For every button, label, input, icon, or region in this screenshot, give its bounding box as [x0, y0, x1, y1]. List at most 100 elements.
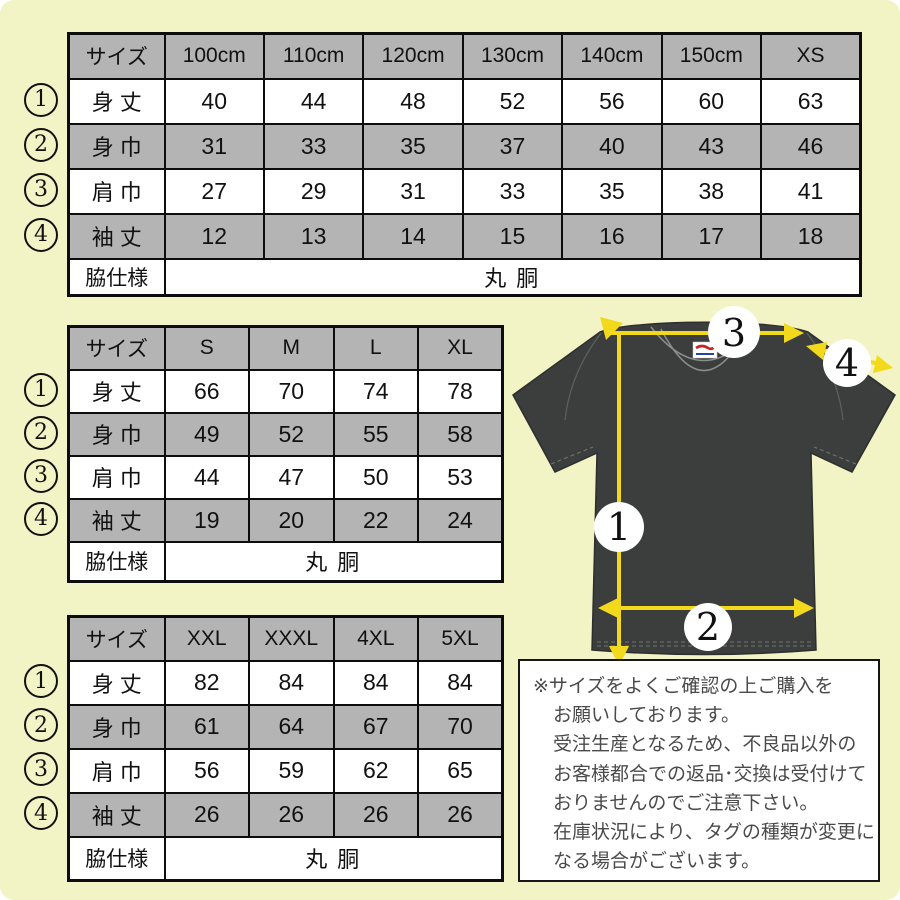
table-row: 肩 巾 56 59 62 65	[67, 747, 504, 794]
table-cell: 66	[163, 368, 250, 414]
size-table-kids: サイズ 100cm 110cm 120cm 130cm 140cm 150cm XS 身 丈 40…	[67, 32, 862, 297]
row-label: 身 丈	[67, 368, 166, 414]
note-line: おりませんのでご注意下さい。	[553, 792, 819, 814]
column-header: サイズ	[67, 325, 166, 371]
table-cell: 35	[561, 167, 663, 215]
table-cell: 33	[262, 122, 365, 170]
svg-text:1: 1	[607, 505, 631, 549]
table-row: 身 巾 49 52 55 58	[67, 411, 504, 457]
column-header: XS	[760, 32, 862, 80]
column-header: 100cm	[163, 32, 265, 80]
column-header: L	[332, 325, 419, 371]
row-label: 身 丈	[67, 77, 166, 125]
table-cell: 41	[760, 167, 862, 215]
row-marker-2: 2	[24, 127, 58, 162]
footer-value: 丸 胴	[163, 257, 862, 297]
table-cell: 31	[362, 167, 464, 215]
table-cell: 61	[163, 703, 250, 750]
table-cell: 62	[332, 747, 419, 794]
table-cell: 31	[163, 122, 265, 170]
row-label: 肩 巾	[67, 454, 166, 500]
note-line: 受注生産となるため、不良品以外の	[553, 734, 857, 756]
table-cell: 55	[332, 411, 419, 457]
note-line: ※サイズをよくご確認の上ご購入を	[533, 676, 834, 697]
table-cell: 17	[660, 212, 763, 260]
table-cell: 43	[660, 122, 763, 170]
table-cell: 29	[262, 167, 365, 215]
row-label: 袖 丈	[67, 212, 166, 260]
column-header: 110cm	[262, 32, 365, 80]
table-cell: 26	[332, 791, 419, 838]
table-cell: 56	[163, 747, 250, 794]
measure-badge-3: 3	[708, 306, 760, 358]
table-cell: 40	[561, 122, 663, 170]
table-cell: 14	[362, 212, 464, 260]
row-marker-1: 1	[24, 664, 58, 698]
table-cell: 84	[417, 659, 504, 706]
column-header: XXL	[163, 615, 250, 662]
table-cell: 84	[248, 659, 335, 706]
arrowhead-width-right	[794, 598, 814, 618]
svg-text:2: 2	[696, 605, 720, 649]
column-header: XXXL	[248, 615, 335, 662]
row-label: 身 巾	[67, 122, 166, 170]
note-line: お願いしております。	[553, 705, 740, 727]
table-cell: 59	[248, 747, 335, 794]
row-marker-2: 2	[24, 415, 58, 450]
note-line: 在庫状況により、タグの種類が変更に	[553, 822, 875, 844]
arrowhead-corner-upleft	[600, 317, 623, 340]
column-header: 120cm	[362, 32, 464, 80]
column-header: 130cm	[461, 32, 564, 80]
table-cell: 33	[461, 167, 564, 215]
row-marker-4: 4	[24, 796, 58, 830]
table-cell: 26	[163, 791, 250, 838]
sleeve-seam-left	[564, 332, 602, 421]
svg-text:4: 4	[835, 341, 859, 385]
table-cell: 46	[760, 122, 862, 170]
row-marker-4: 4	[24, 501, 58, 536]
table-cell: 12	[163, 212, 265, 260]
table-cell: 26	[417, 791, 504, 838]
purchase-note-box: ※サイズをよくご確認の上ご購入を お願いしております。 受注生産となるため、不良…	[518, 659, 880, 882]
table-cell: 50	[332, 454, 419, 500]
table-cell: 20	[248, 497, 335, 543]
note-line: なる場合がございます。	[553, 851, 761, 873]
table-cell: 13	[262, 212, 365, 260]
row-marker-4: 4	[24, 217, 58, 252]
table-row: 袖 丈 19 20 22 24	[67, 497, 504, 543]
arrowhead-width-left	[598, 598, 618, 618]
row-marker-3: 3	[24, 172, 58, 207]
table-cell: 16	[561, 212, 663, 260]
column-header: 5XL	[417, 615, 504, 662]
table-cell: 78	[417, 368, 504, 414]
table-cell: 27	[163, 167, 265, 215]
table-cell: 15	[461, 212, 564, 260]
row-markers: 1 2 3 4	[22, 325, 67, 583]
table-cell: 19	[163, 497, 250, 543]
sleeve-stitch-left	[550, 446, 594, 465]
table-cell: 48	[362, 77, 464, 125]
measure-badge-2: 2	[684, 603, 732, 651]
arrowhead-length-down	[609, 646, 629, 666]
table-row: 肩 巾 27 29 31 33 35 38 41	[67, 167, 862, 215]
measure-arrowheads	[598, 317, 893, 666]
measure-badge-4: 4	[823, 339, 871, 387]
table-cell: 67	[332, 703, 419, 750]
row-marker-3: 3	[24, 458, 58, 493]
row-label: 肩 巾	[67, 167, 166, 215]
table-cell: 52	[248, 411, 335, 457]
column-header: XL	[417, 325, 504, 371]
row-label: 身 巾	[67, 411, 166, 457]
column-header: サイズ	[67, 615, 166, 662]
column-header: 140cm	[561, 32, 663, 80]
row-marker-3: 3	[24, 752, 58, 786]
collar-brand-tag	[692, 341, 718, 359]
table-cell: 47	[248, 454, 335, 500]
svg-text:3: 3	[722, 311, 746, 355]
column-header: サイズ	[67, 32, 166, 80]
footer-label: 脇仕様	[67, 257, 166, 297]
row-label: 袖 丈	[67, 497, 166, 543]
table-cell: 22	[332, 497, 419, 543]
